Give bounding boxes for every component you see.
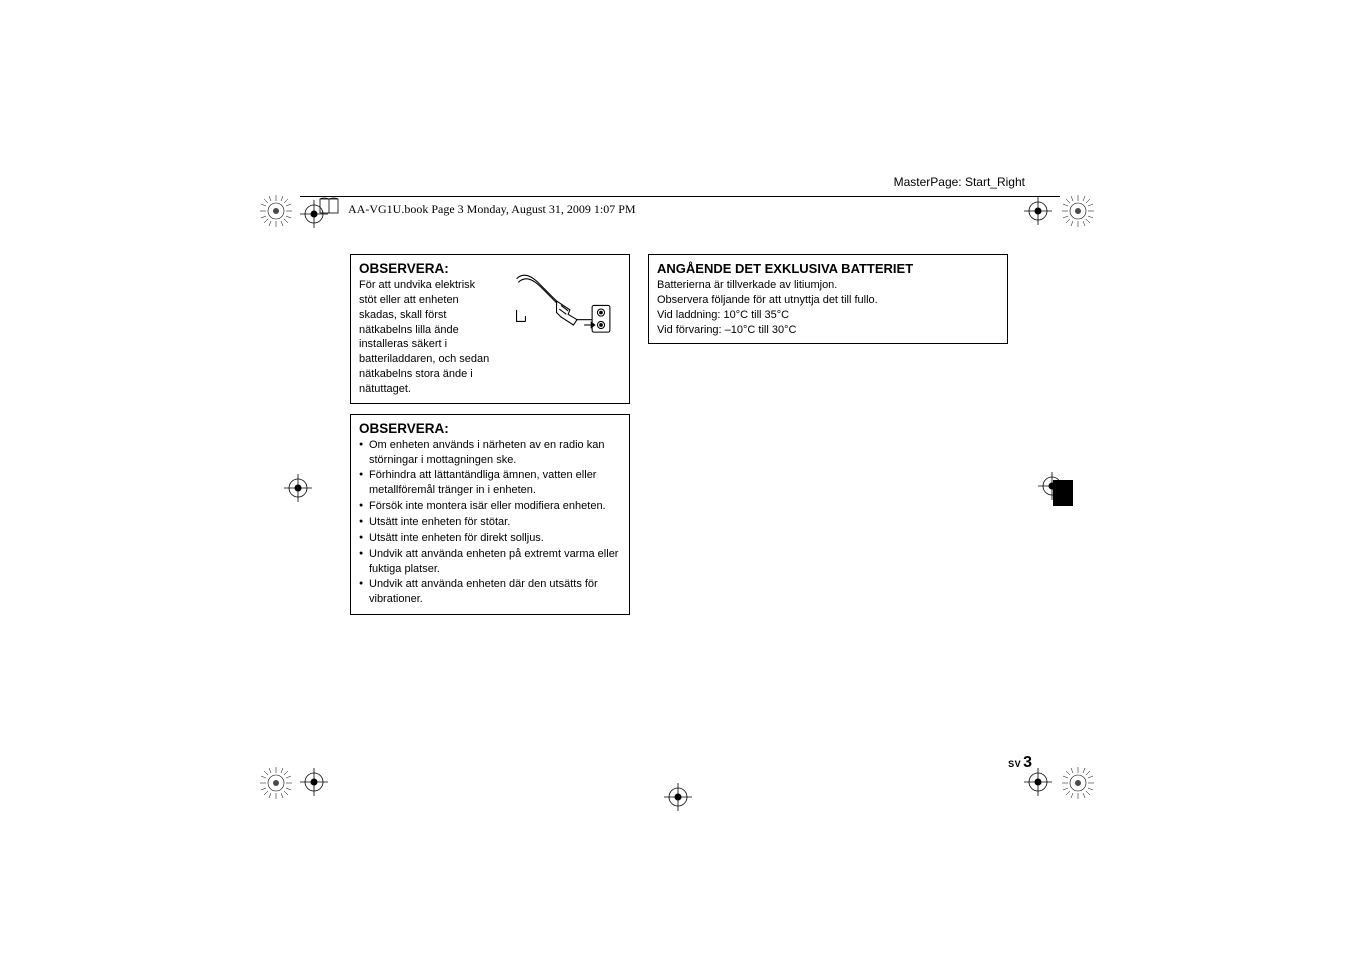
battery-box: ANGÅENDE DET EXKLUSIVA BATTERIET Batteri… [648,254,1008,344]
corner-ornament-tr [1060,193,1096,229]
content-area: OBSERVERA: För att undvika elektrisk stö… [350,254,1030,625]
book-icon [318,195,340,217]
registration-mark-icon [1024,768,1052,796]
list-item: Utsätt inte enheten för direkt solljus. [359,531,621,546]
plug-illustration [501,261,621,397]
page-number: SV3 [1008,754,1032,772]
observera-box-1: OBSERVERA: För att undvika elektrisk stö… [350,254,630,404]
list-item: Utsätt inte enheten för stötar. [359,515,621,530]
registration-mark-icon [300,768,328,796]
observera-box-2: OBSERVERA: Om enheten används i närheten… [350,414,630,615]
list-item: Undvik att använda enheten där den utsät… [359,577,621,607]
box1-title: OBSERVERA: [359,261,493,276]
corner-ornament-bl [258,765,294,801]
box3-body: Batterierna är tillverkade av litiumjon.… [657,278,999,337]
registration-mark-icon [1024,197,1052,225]
box3-line: Batterierna är tillverkade av litiumjon. [657,278,999,293]
right-column: ANGÅENDE DET EXKLUSIVA BATTERIET Batteri… [648,254,1008,625]
box3-line: Vid förvaring: –10°C till 30°C [657,323,999,338]
box3-title: ANGÅENDE DET EXKLUSIVA BATTERIET [657,261,999,276]
left-column: OBSERVERA: För att undvika elektrisk stö… [350,254,630,625]
header-rule [300,196,1060,197]
box1-body: För att undvika elektrisk stöt eller att… [359,278,493,397]
box3-line: Vid laddning: 10°C till 35°C [657,308,999,323]
page-sv: SV [1008,759,1021,769]
box2-list: Om enheten används i närheten av en radi… [359,438,621,607]
corner-ornament-tl [258,193,294,229]
list-item: Förhindra att lättantändliga ämnen, vatt… [359,468,621,498]
corner-ornament-br [1060,765,1096,801]
page-tab [1053,480,1073,506]
page-num: 3 [1023,754,1032,771]
list-item: Försök inte montera isär eller modifiera… [359,499,621,514]
list-item: Om enheten används i närheten av en radi… [359,438,621,468]
registration-mark-icon [664,783,692,811]
box3-line: Observera följande för att utnyttja det … [657,293,999,308]
masterpage-label: MasterPage: Start_Right [894,175,1025,189]
box2-title: OBSERVERA: [359,421,621,436]
registration-mark-icon [284,474,312,502]
list-item: Undvik att använda enheten på extremt va… [359,547,621,577]
header-text: AA-VG1U.book Page 3 Monday, August 31, 2… [348,202,636,217]
